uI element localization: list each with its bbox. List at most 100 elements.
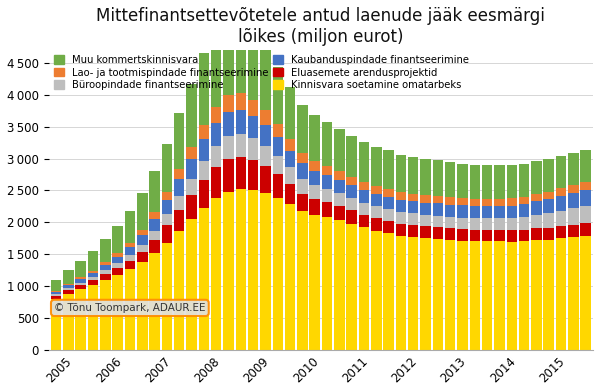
Bar xyxy=(187,195,197,219)
Bar xyxy=(125,269,135,350)
Bar xyxy=(88,270,98,273)
Bar xyxy=(346,185,357,198)
Bar xyxy=(346,136,357,177)
Bar xyxy=(137,193,148,230)
Bar xyxy=(236,134,246,156)
Bar xyxy=(76,285,86,289)
Bar xyxy=(137,230,148,235)
Bar xyxy=(470,218,480,230)
Bar xyxy=(506,230,517,242)
Bar xyxy=(445,198,455,205)
Bar xyxy=(556,238,566,350)
Bar xyxy=(297,105,308,153)
Bar xyxy=(63,270,74,284)
Bar xyxy=(445,162,455,198)
Bar xyxy=(236,156,246,189)
Bar xyxy=(334,220,344,350)
Bar xyxy=(519,204,529,217)
Bar xyxy=(421,226,431,238)
Bar xyxy=(149,219,160,230)
Bar xyxy=(187,179,197,195)
Bar xyxy=(506,218,517,230)
Bar xyxy=(556,156,566,189)
Bar xyxy=(457,205,468,218)
Bar xyxy=(51,299,61,350)
Bar xyxy=(433,203,443,216)
Bar xyxy=(297,211,308,350)
Bar xyxy=(322,189,332,202)
Bar xyxy=(125,243,135,247)
Bar xyxy=(260,166,271,193)
Bar xyxy=(383,209,394,221)
Bar xyxy=(76,277,86,279)
Bar xyxy=(248,100,259,116)
Bar xyxy=(482,230,493,241)
Bar xyxy=(371,218,382,230)
Bar xyxy=(482,165,493,199)
Bar xyxy=(199,161,209,180)
Bar xyxy=(556,196,566,211)
Bar xyxy=(457,163,468,198)
Bar xyxy=(112,226,123,253)
Bar xyxy=(248,116,259,138)
Bar xyxy=(506,165,517,198)
Bar xyxy=(76,289,86,350)
Bar xyxy=(470,165,480,199)
Bar xyxy=(125,255,135,261)
Bar xyxy=(161,214,172,225)
Bar xyxy=(211,167,221,198)
Bar xyxy=(199,125,209,140)
Bar xyxy=(383,189,394,197)
Legend: Muu kommertskinnisvara, Lao- ja tootmispindade finantseerimine, Büroopindade fin: Muu kommertskinnisvara, Lao- ja tootmisp… xyxy=(53,55,469,90)
Bar xyxy=(544,228,554,240)
Bar xyxy=(395,236,406,350)
Bar xyxy=(137,252,148,262)
Bar xyxy=(88,285,98,350)
Bar xyxy=(174,179,184,196)
Bar xyxy=(211,198,221,350)
Bar xyxy=(223,112,234,136)
Bar xyxy=(580,223,591,236)
Bar xyxy=(174,196,184,210)
Bar xyxy=(531,194,542,201)
Bar xyxy=(199,180,209,208)
Bar xyxy=(285,151,295,167)
Bar xyxy=(568,185,578,193)
Bar xyxy=(112,268,123,275)
Bar xyxy=(51,280,61,291)
Bar xyxy=(149,253,160,350)
Bar xyxy=(494,230,505,241)
Bar xyxy=(187,160,197,179)
Bar xyxy=(248,191,259,350)
Bar xyxy=(310,161,320,171)
Bar xyxy=(334,206,344,220)
Bar xyxy=(371,186,382,194)
Bar xyxy=(433,216,443,227)
Bar xyxy=(395,212,406,223)
Bar xyxy=(285,205,295,350)
Bar xyxy=(433,160,443,196)
Bar xyxy=(580,181,591,190)
Bar xyxy=(297,153,308,163)
Bar xyxy=(100,262,110,265)
Bar xyxy=(161,200,172,214)
Bar xyxy=(272,124,283,138)
Bar xyxy=(346,223,357,350)
Bar xyxy=(482,218,493,230)
Bar xyxy=(544,213,554,228)
Bar xyxy=(223,95,234,112)
Bar xyxy=(359,190,369,203)
Bar xyxy=(383,151,394,189)
Bar xyxy=(322,217,332,350)
Bar xyxy=(580,206,591,223)
Bar xyxy=(310,199,320,215)
Bar xyxy=(580,190,591,206)
Bar xyxy=(519,217,529,230)
Bar xyxy=(346,177,357,185)
Bar xyxy=(408,194,418,201)
Bar xyxy=(76,279,86,283)
Bar xyxy=(223,192,234,350)
Bar xyxy=(260,193,271,350)
Bar xyxy=(51,291,61,292)
Bar xyxy=(285,140,295,151)
